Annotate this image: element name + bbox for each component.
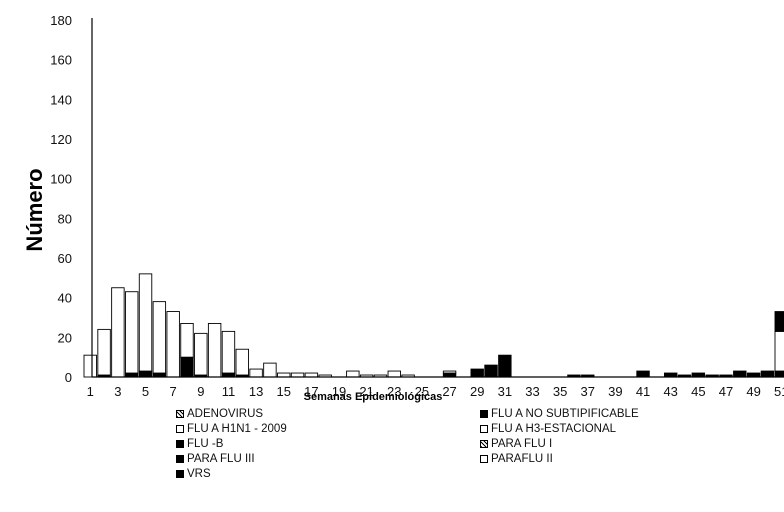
x-tick-label: 47	[719, 384, 733, 399]
y-tick-label: 60	[58, 251, 72, 266]
legend-swatch	[480, 440, 488, 448]
bar-segment	[235, 348, 249, 376]
x-tick-label: 37	[581, 384, 595, 399]
legend-item: FLU A H1N1 - 2009	[176, 422, 287, 436]
x-tick-label: 5	[142, 384, 149, 399]
legend-swatch	[480, 425, 488, 433]
bar-segment	[442, 370, 457, 374]
bar-segment	[221, 330, 236, 374]
x-tick-label: 1	[87, 384, 94, 399]
legend-label: PARA FLU I	[491, 438, 553, 450]
legend-swatch	[480, 410, 488, 418]
legend-item: PARA FLU I	[480, 437, 552, 451]
legend-swatch	[176, 455, 184, 463]
x-tick-label: 27	[442, 384, 456, 399]
x-tick-label: 23	[387, 384, 401, 399]
x-tick-label: 35	[553, 384, 567, 399]
x-tick-label: 41	[636, 384, 650, 399]
x-tick-label: 31	[498, 384, 512, 399]
y-tick-label: 160	[50, 53, 72, 68]
x-tick-label: 33	[525, 384, 539, 399]
x-tick-label: 7	[170, 384, 177, 399]
legend-swatch	[176, 410, 184, 418]
legend-swatch	[176, 440, 184, 448]
legend-item: FLU A H3-ESTACIONAL	[480, 422, 616, 436]
x-axis-ticks: 1 3 5 7 9 11 13 15 17 19 21 23 25 27 29 31 33 35 37 39 41 43 4…	[87, 384, 784, 399]
x-tick-label: 13	[249, 384, 263, 399]
legend-item: VRS	[176, 467, 211, 481]
x-tick-label: 45	[691, 384, 705, 399]
legend-item: FLU A NO SUBTIPIFICABLE	[480, 407, 639, 421]
x-tick-label: 15	[276, 384, 290, 399]
legend-item: FLU -B	[176, 437, 223, 451]
y-axis-ticks: 0 20 40 60 80 100 120 140 160 180	[50, 13, 72, 385]
legend-swatch	[176, 425, 184, 433]
y-tick-label: 20	[58, 330, 72, 345]
bar-segment	[152, 301, 167, 374]
x-tick-label: 51	[774, 384, 784, 399]
legend-item: PARAFLU II	[480, 452, 553, 466]
bar-segment	[194, 332, 208, 376]
y-tick-label: 140	[50, 92, 72, 107]
y-tick-label: 100	[50, 172, 72, 187]
x-tick-label: 49	[746, 384, 760, 399]
x-tick-label: 21	[359, 384, 373, 399]
x-tick-label: 11	[222, 384, 236, 399]
x-tick-label: 3	[114, 384, 121, 399]
bar-segment	[180, 323, 194, 358]
x-tick-label: 39	[608, 384, 622, 399]
legend-label: FLU A NO SUBTIPIFICABLE	[491, 408, 639, 420]
y-axis-label: Número	[22, 168, 47, 251]
x-tick-label: 29	[470, 384, 484, 399]
x-axis-label: Semanas Epidemiológicas	[304, 391, 443, 403]
y-tick-label: 80	[58, 211, 72, 226]
bar-group	[83, 273, 784, 378]
legend-label: PARA FLU III	[187, 453, 255, 465]
legend-swatch	[176, 470, 184, 478]
bar-segment	[774, 311, 784, 332]
y-tick-label: 0	[65, 370, 72, 385]
x-tick-label: 17	[304, 384, 318, 399]
x-tick-label: 43	[663, 384, 677, 399]
legend-label: VRS	[187, 468, 211, 480]
x-tick-label: 25	[415, 384, 429, 399]
y-tick-label: 180	[50, 13, 72, 28]
bar-segment	[97, 328, 111, 376]
bar-segment	[138, 273, 153, 372]
legend-item: ADENOVIRUS	[176, 407, 263, 421]
legend-label: FLU -B	[187, 438, 224, 450]
bar-segment	[125, 291, 139, 374]
x-tick-label: 19	[332, 384, 346, 399]
y-tick-label: 40	[58, 291, 72, 306]
legend-label: FLU A H1N1 - 2009	[187, 423, 287, 435]
bar-segment	[83, 354, 97, 378]
legend-label: ADENOVIRUS	[187, 408, 264, 420]
x-tick-label: 9	[197, 384, 204, 399]
y-tick-label: 120	[50, 132, 72, 147]
legend-label: FLU A H3-ESTACIONAL	[491, 423, 617, 435]
legend-item: PARA FLU III	[176, 452, 255, 466]
legend-label: PARAFLU II	[491, 453, 553, 465]
legend-swatch	[480, 455, 488, 463]
